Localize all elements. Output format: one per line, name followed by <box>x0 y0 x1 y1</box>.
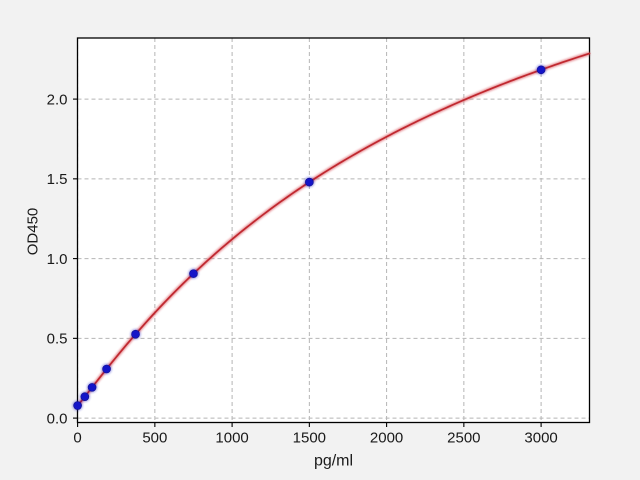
svg-text:3000: 3000 <box>524 430 557 447</box>
svg-text:2000: 2000 <box>370 430 403 447</box>
svg-text:0.5: 0.5 <box>47 331 68 348</box>
svg-text:0.0: 0.0 <box>47 410 68 427</box>
svg-text:pg/ml: pg/ml <box>314 453 353 470</box>
svg-text:1000: 1000 <box>215 430 248 447</box>
svg-text:2.0: 2.0 <box>47 91 68 108</box>
svg-text:0: 0 <box>73 430 81 447</box>
svg-text:1.5: 1.5 <box>47 171 68 188</box>
svg-text:1500: 1500 <box>293 430 326 447</box>
svg-text:1.0: 1.0 <box>47 251 68 268</box>
svg-text:2500: 2500 <box>447 430 480 447</box>
svg-text:OD450: OD450 <box>25 208 42 256</box>
svg-text:500: 500 <box>142 430 167 447</box>
